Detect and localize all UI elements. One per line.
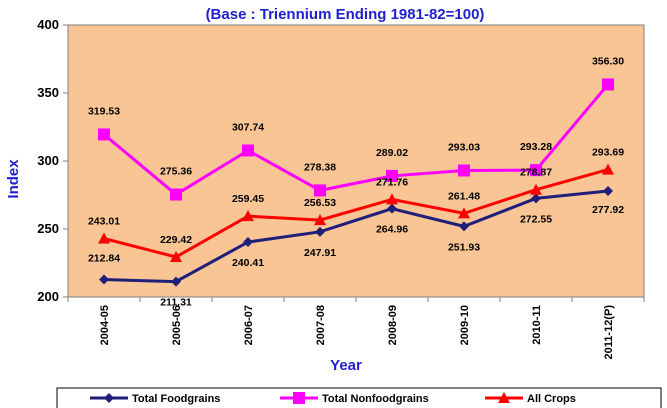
data-label: 251.93 <box>448 241 480 253</box>
series-2-point <box>530 183 542 195</box>
data-label: 243.01 <box>88 216 120 228</box>
series-0-point <box>603 186 613 197</box>
plot-area <box>67 24 645 298</box>
x-axis: 2004-05 2005-06 2006-07 2007-08 2008-09 2009-… <box>67 297 645 360</box>
y-tick-label: 400 <box>37 17 59 32</box>
series-0-point <box>99 274 109 285</box>
data-label: 271.76 <box>376 176 408 188</box>
series-0-point <box>315 226 325 237</box>
y-tick-label: 200 <box>37 289 59 304</box>
data-label: 278.87 <box>520 167 552 179</box>
data-label: 256.53 <box>304 197 336 209</box>
x-axis-title: Year <box>330 357 362 374</box>
series-2-point <box>458 207 470 219</box>
data-labels: 212.84 211.31 240.41 247.91 264.96 251.93 272.… <box>88 55 624 308</box>
series-1-point <box>386 169 398 182</box>
data-label: 356.30 <box>592 55 624 67</box>
series-0-point <box>243 237 253 248</box>
data-label: 277.92 <box>592 204 624 216</box>
data-label: 272.55 <box>520 213 552 225</box>
y-axis-title: Index <box>5 159 22 199</box>
data-label: 278.38 <box>304 161 336 173</box>
data-label: 319.53 <box>88 105 120 117</box>
series-line-2 <box>103 168 609 259</box>
data-label: 264.96 <box>376 224 408 236</box>
series-1-point <box>170 188 182 201</box>
legend-marker <box>104 393 114 403</box>
data-label: 259.45 <box>232 193 264 205</box>
y-axis: 200 250 300 350 400 <box>37 17 68 304</box>
data-label: 261.48 <box>448 190 480 202</box>
data-label: 293.28 <box>520 141 552 153</box>
series-layer <box>98 78 614 287</box>
chart-title: (Base : Triennium Ending 1981-82=100) <box>206 6 485 23</box>
series-2-point <box>242 210 254 222</box>
x-tick-label: 2007-08 <box>315 305 327 345</box>
x-tick-label: 2011-12(P) <box>603 305 615 360</box>
series-line-0 <box>103 189 609 284</box>
x-tick-label: 2010-11 <box>531 305 543 345</box>
y-tick-label: 250 <box>37 221 59 236</box>
series-1-point <box>458 164 470 177</box>
series-0-point <box>387 203 397 214</box>
x-tick-label: 2008-09 <box>387 305 399 345</box>
x-tick-label: 2005-06 <box>171 305 183 345</box>
series-2-point <box>386 193 398 205</box>
series-1-point <box>242 144 254 157</box>
legend-label: All Crops <box>527 393 576 405</box>
series-2-point <box>314 214 326 226</box>
data-label: 212.84 <box>88 253 120 265</box>
x-tick-label: 2009-10 <box>459 305 471 345</box>
data-label: 211.31 <box>160 297 192 309</box>
legend-marker <box>293 392 305 404</box>
data-label: 275.36 <box>160 166 192 178</box>
legend-marker <box>498 392 510 403</box>
series-line-1 <box>103 83 610 197</box>
series-1-point <box>530 164 542 177</box>
legend: Total Foodgrains Total Nonfoodgrains All C… <box>56 387 662 408</box>
y-tick-label: 350 <box>37 85 59 100</box>
x-tick-label: 2004-05 <box>99 305 111 345</box>
legend-label: Total Foodgrains <box>132 393 220 405</box>
series-0-point <box>531 193 541 204</box>
data-label: 247.91 <box>304 247 336 259</box>
data-label: 240.41 <box>232 257 264 269</box>
x-tick-label: 2006-07 <box>243 305 255 345</box>
data-label: 289.02 <box>376 147 408 159</box>
data-label: 307.74 <box>232 121 264 133</box>
legend-label: Total Nonfoodgrains <box>322 393 429 405</box>
series-2-point <box>98 232 110 244</box>
series-1-point <box>314 184 326 197</box>
series-2-point <box>602 163 614 175</box>
series-0-point <box>459 221 469 232</box>
series-1-point <box>98 128 110 141</box>
y-tick-label: 300 <box>37 153 59 168</box>
series-2-point <box>170 250 182 262</box>
data-label: 229.42 <box>160 234 192 246</box>
data-label: 293.69 <box>592 147 624 159</box>
series-0-point <box>171 276 181 287</box>
series-1-point <box>602 78 614 91</box>
data-label: 293.03 <box>448 141 480 153</box>
